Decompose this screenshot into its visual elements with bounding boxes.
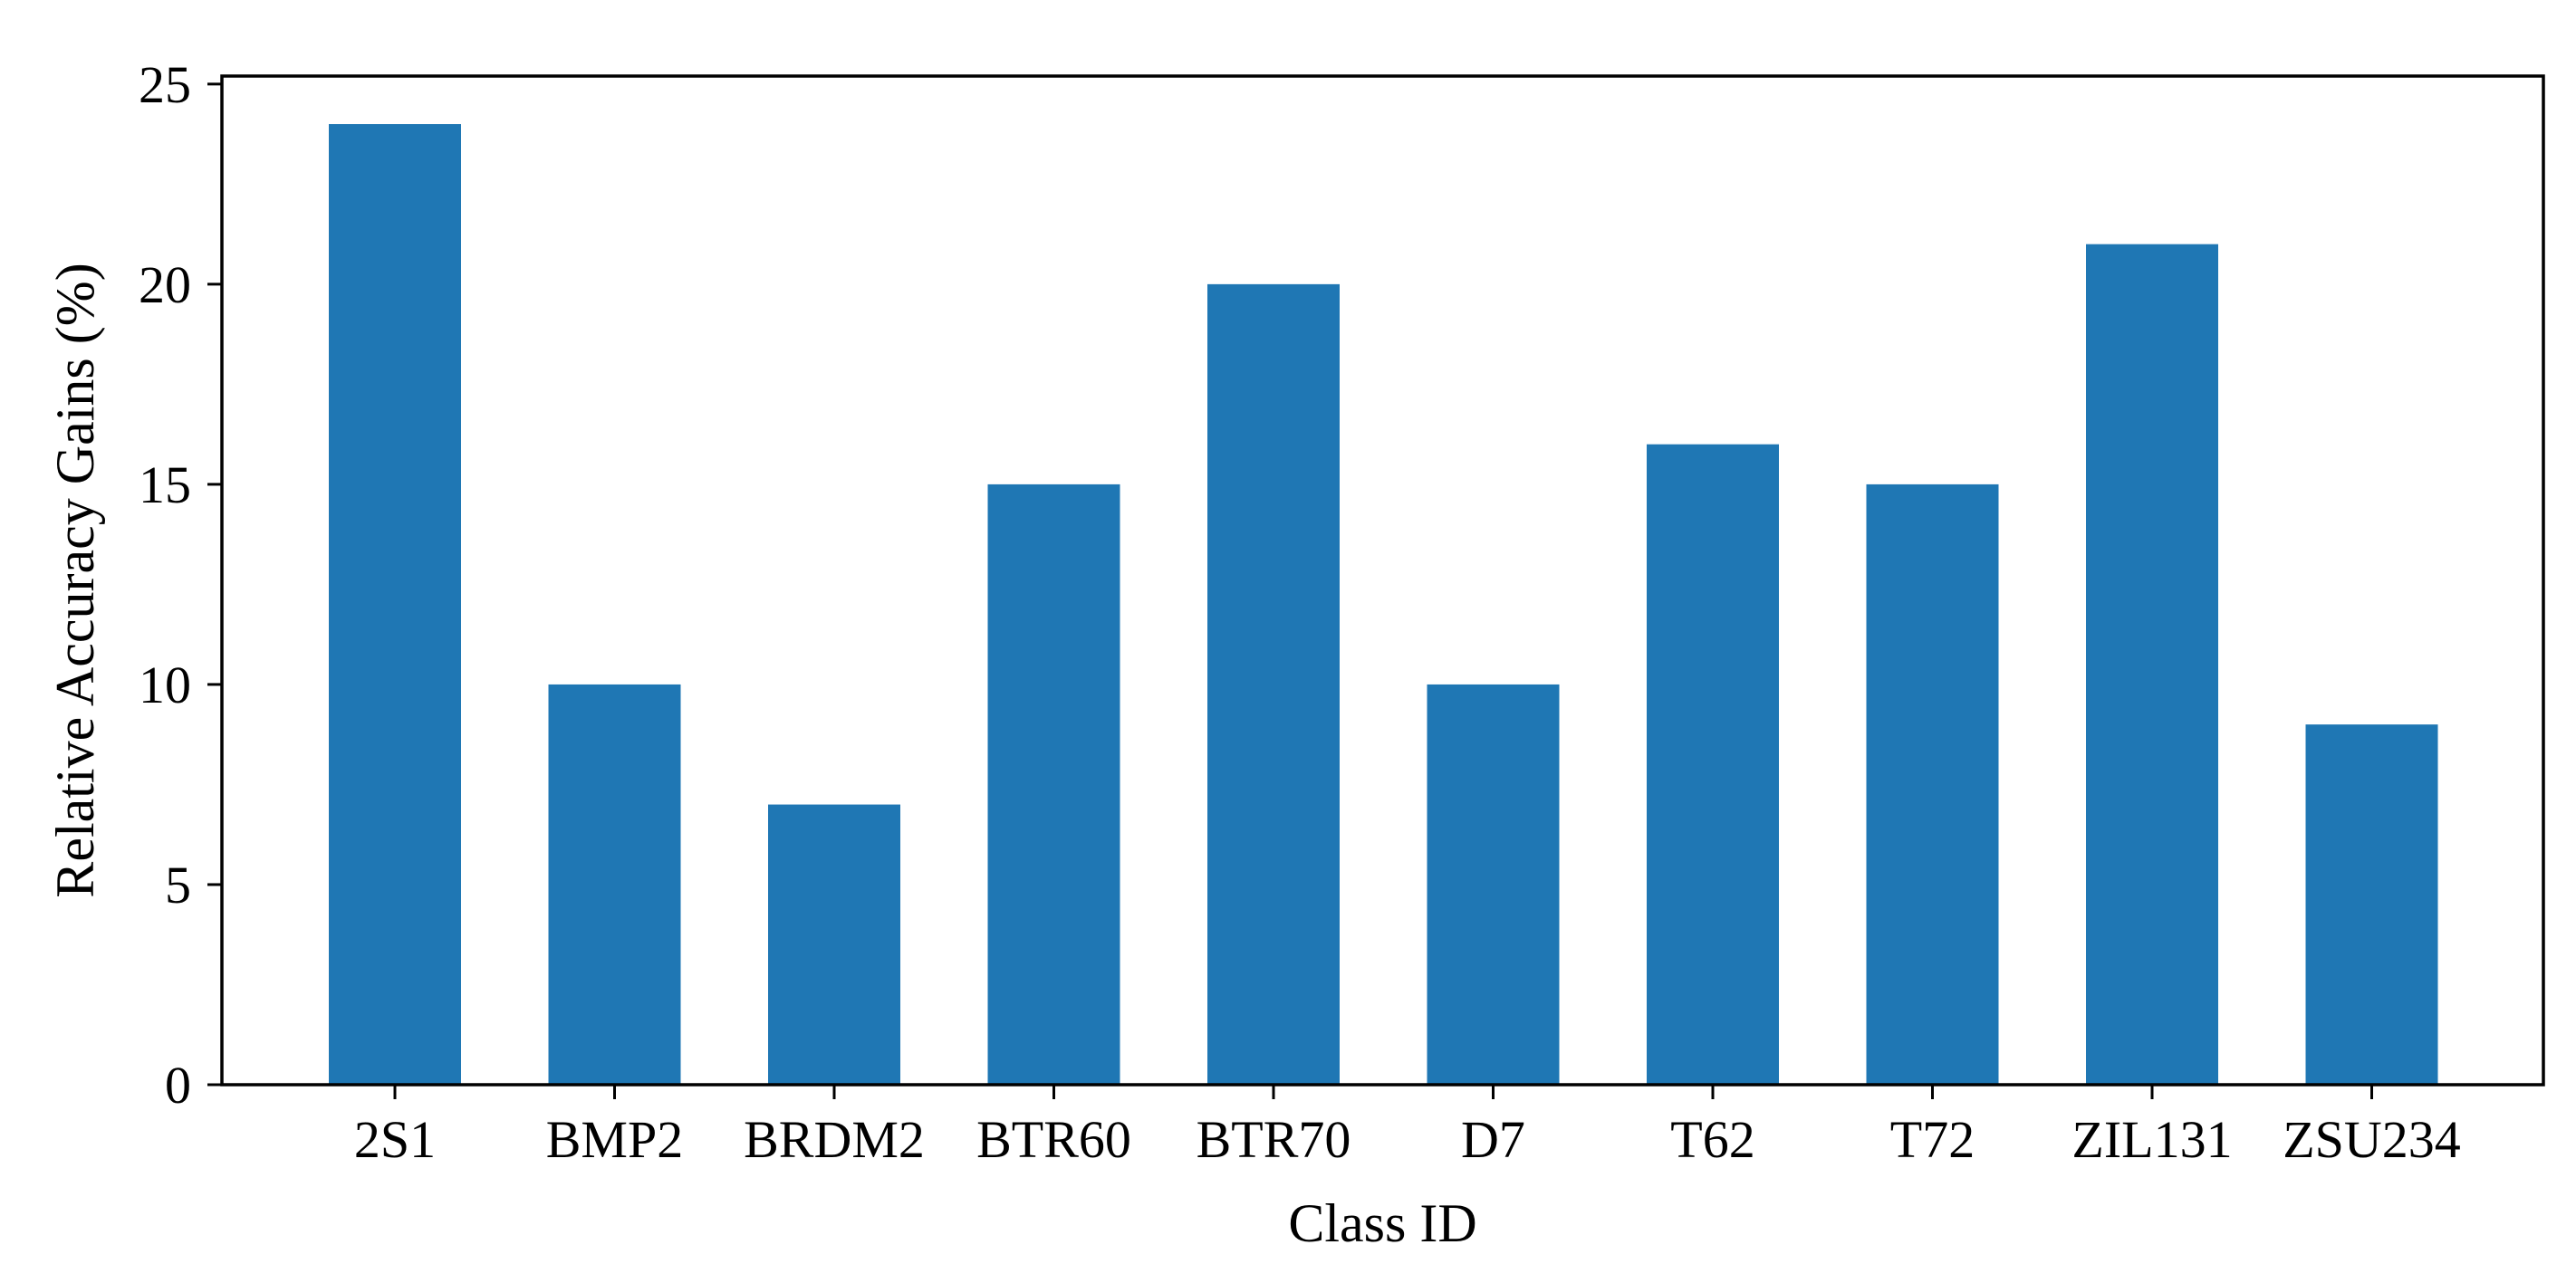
bar-btr60 [987,484,1120,1085]
y-tick-label: 0 [165,1056,191,1115]
bar-2s1 [329,124,461,1086]
y-axis-label: Relative Accuracy Gains (%) [45,263,105,897]
bar-btr70 [1207,283,1340,1085]
bar-brdm2 [768,804,900,1085]
y-axis-ticks: 0 5 10 15 20 25 [139,55,222,1115]
x-tick-label: BMP2 [546,1110,684,1169]
bars-group [329,124,2438,1086]
bar-zil131 [2086,244,2218,1086]
x-axis-label: Class ID [1288,1193,1476,1253]
y-tick-label: 25 [139,55,191,114]
x-tick-label: BTR60 [976,1110,1131,1169]
x-tick-label: D7 [1461,1110,1525,1169]
bar-t72 [1866,484,1999,1085]
y-tick-label: 20 [139,255,191,314]
x-tick-label: 2S1 [354,1110,436,1169]
bar-zsu234 [2305,724,2438,1085]
y-tick-label: 15 [139,455,191,514]
x-tick-label: ZSU234 [2283,1110,2461,1169]
x-tick-label: BTR70 [1197,1110,1351,1169]
x-tick-label: T62 [1670,1110,1754,1169]
y-tick-label: 10 [139,656,191,714]
y-tick-label: 5 [165,856,191,914]
x-tick-label: BRDM2 [744,1110,925,1169]
x-tick-label: ZIL131 [2071,1110,2232,1169]
bar-t62 [1647,444,1779,1085]
x-tick-label: T72 [1890,1110,1975,1169]
plot-frame [220,74,2545,1087]
x-axis-ticks: 2S1 BMP2 BRDM2 BTR60 BTR70 D7 T62 T72 ZIL131 ZSU2… [354,1085,2461,1169]
bar-d7 [1427,684,1560,1085]
bar-bmp2 [548,684,681,1085]
